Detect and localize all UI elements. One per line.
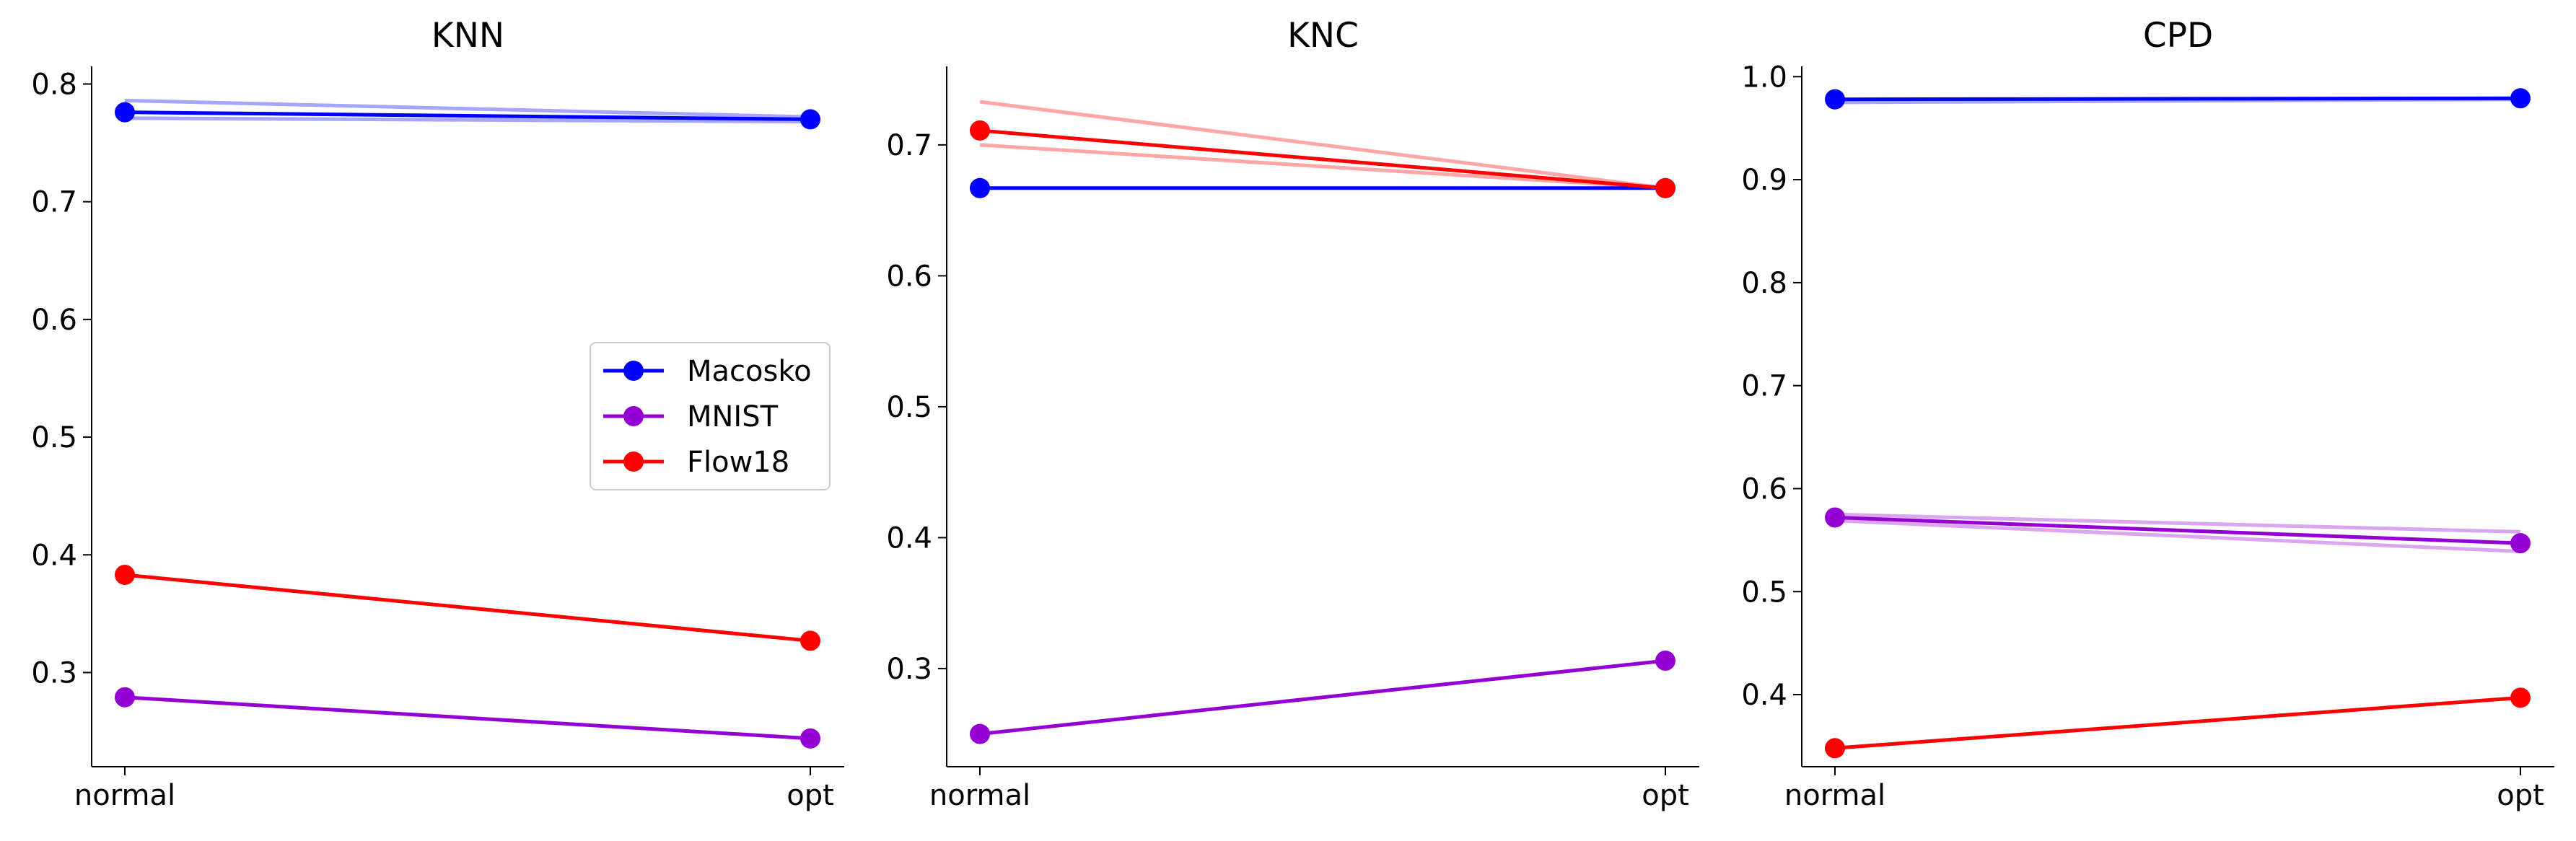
data-point [1825,738,1845,759]
y-tick-label: 0.5 [31,421,77,454]
legend-swatch-marker [623,452,644,472]
series-line-flow18 [979,128,1666,190]
series-line-macosko [124,110,811,121]
legend-swatch-marker [623,361,644,381]
y-tick-label: 0.9 [1741,164,1787,197]
x-tick-label: normal [74,779,175,812]
y-tick-label: 0.5 [1741,576,1787,609]
data-point [2510,687,2531,708]
legend-label: Macosko [687,355,812,388]
legend-frame [590,342,831,490]
y-tick-label: 1.0 [1741,61,1787,94]
series-run-line [1834,519,2521,554]
series-line-macosko [1834,96,2521,102]
data-point [970,120,990,141]
chart-title: CPD [2143,16,2213,56]
x-tick-label: normal [1784,779,1885,812]
series-line-flow18 [1834,695,2521,750]
data-point [115,564,135,585]
y-tick-label: 0.7 [886,129,932,162]
y-tick-label: 0.7 [31,186,77,219]
y-tick-label: 0.4 [1741,679,1787,712]
data-point [1825,89,1845,110]
panel-cpd: CPD 0.4 0.5 0.6 0.7 0.8 0.9 1.0 normal opt [1741,16,2554,812]
data-point [2510,88,2531,109]
data-point [115,687,135,708]
data-point [970,723,990,744]
data-point [800,728,820,749]
chart-title: KNN [431,16,504,56]
y-tick-label: 0.6 [1741,472,1787,506]
y-tick-label: 0.5 [886,391,932,424]
y-tick-label: 0.7 [1741,370,1787,403]
legend-label: MNIST [687,400,779,433]
series-run-line [1834,512,2521,534]
data-point [800,109,820,130]
legend: Macosko MNIST Flow18 [590,342,831,490]
data-point [1825,507,1845,528]
legend-label: Flow18 [687,446,789,479]
x-tick-label: normal [929,779,1030,812]
x-tick-label: opt [1642,779,1689,812]
panel-knc: KNC 0.3 0.4 0.5 0.6 0.7 normal opt [886,16,1699,812]
y-tick-label: 0.4 [31,539,77,572]
y-tick-label: 0.4 [886,521,932,555]
series-line-mnist [1834,515,2521,545]
x-tick-label: opt [2497,779,2544,812]
y-tick-label: 0.6 [31,304,77,337]
series-run-line [124,98,811,119]
y-tick-label: 0.3 [886,653,932,686]
series-line-mnist [124,695,811,741]
legend-swatch-marker [623,406,644,426]
series-run-line [979,143,1666,190]
data-point [970,177,990,198]
data-point [800,630,820,651]
chart-title: KNC [1287,16,1359,56]
x-tick-label: opt [787,779,834,812]
data-point [2510,533,2531,554]
y-tick-label: 0.8 [31,68,77,101]
y-tick-label: 0.3 [31,656,77,690]
y-tick-label: 0.8 [1741,267,1787,300]
panel-knn: KNN 0.3 0.4 0.5 0.6 0.7 0.8 normal opt [31,16,844,812]
series-run-line [124,116,811,124]
data-point [1655,177,1675,198]
y-tick-label: 0.6 [886,260,932,293]
data-point [1655,650,1675,671]
data-point [115,102,135,123]
series-run-line [979,100,1666,190]
series-line-mnist [979,659,1666,736]
series-line-flow18 [124,573,811,643]
